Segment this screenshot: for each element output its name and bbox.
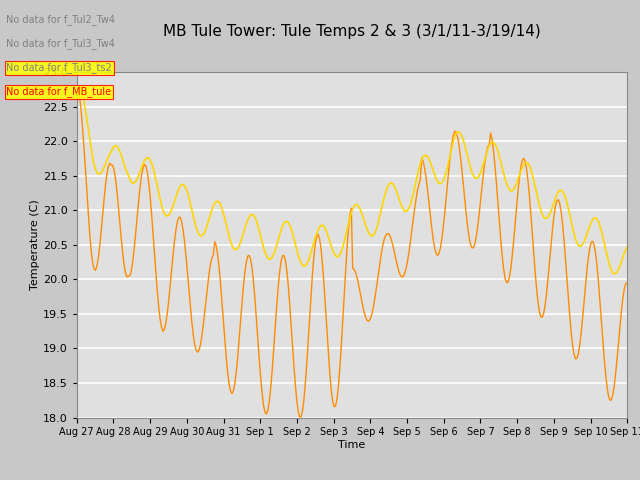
X-axis label: Time: Time: [339, 440, 365, 450]
Legend: Tul2_Ts-2, Tul2_Ts-8: Tul2_Ts-2, Tul2_Ts-8: [237, 475, 467, 480]
Text: No data for f_Tul3_ts2: No data for f_Tul3_ts2: [6, 62, 112, 73]
Y-axis label: Temperature (C): Temperature (C): [30, 199, 40, 290]
Text: No data for f_Tul3_Tw4: No data for f_Tul3_Tw4: [6, 38, 115, 49]
Text: MB Tule Tower: Tule Temps 2 & 3 (3/1/11-3/19/14): MB Tule Tower: Tule Temps 2 & 3 (3/1/11-…: [163, 24, 541, 39]
Text: No data for f_MB_tule: No data for f_MB_tule: [6, 86, 111, 97]
Text: No data for f_Tul2_Tw4: No data for f_Tul2_Tw4: [6, 14, 115, 25]
